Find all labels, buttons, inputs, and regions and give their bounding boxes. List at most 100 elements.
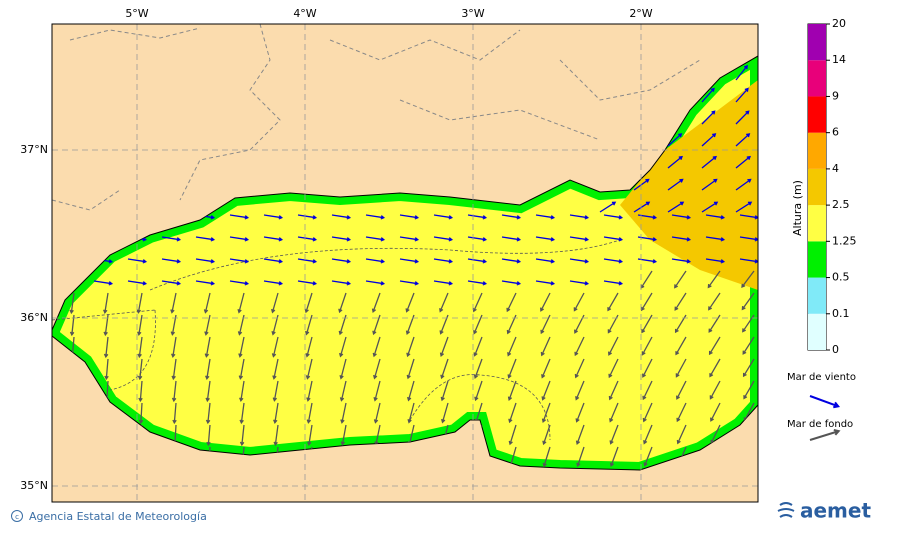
colorbar-label: 2.5	[832, 198, 850, 211]
colorbar-segment	[808, 132, 826, 169]
arrow	[205, 358, 211, 381]
arrow	[674, 292, 687, 311]
legend-label: Mar de fondo	[787, 419, 853, 430]
arrow	[642, 358, 653, 378]
lon-label: 5°W	[125, 7, 148, 20]
swell-area	[620, 80, 758, 290]
arrow	[541, 358, 551, 379]
arrow	[238, 358, 245, 380]
colorbar-label: 0.1	[832, 307, 850, 320]
arrow	[472, 292, 483, 313]
arrow	[642, 380, 653, 401]
arrow	[474, 380, 483, 402]
arrow	[138, 402, 144, 425]
arrow	[340, 402, 347, 424]
arrow	[339, 336, 347, 358]
arrow	[297, 214, 318, 220]
arrow	[433, 280, 454, 286]
arrow	[365, 280, 386, 286]
arrow	[371, 292, 381, 313]
arrow	[372, 336, 381, 358]
arrow	[607, 292, 619, 312]
arrow	[743, 380, 755, 400]
arrow	[69, 292, 75, 315]
arrow	[676, 380, 687, 400]
arrow	[708, 292, 721, 311]
arrow	[671, 214, 692, 220]
arrow	[238, 336, 245, 358]
arrow	[161, 236, 182, 242]
colorbar-segment	[808, 60, 826, 97]
arrow	[701, 178, 718, 191]
coastline	[52, 55, 758, 471]
arrow	[641, 314, 653, 334]
arrow	[741, 292, 755, 311]
arrow	[608, 380, 619, 401]
arrow	[542, 424, 551, 446]
arrow	[508, 424, 517, 446]
arrow	[569, 280, 590, 286]
arrow	[272, 380, 279, 402]
arrow	[399, 214, 420, 220]
colorbar-label: 4	[832, 162, 839, 175]
arrow	[809, 395, 841, 409]
arrow	[365, 214, 386, 220]
arrow	[399, 258, 420, 264]
arrow	[710, 402, 721, 422]
arrow	[573, 292, 585, 312]
arrow	[667, 155, 683, 169]
arrow	[338, 292, 347, 314]
lat-label: 36°N	[20, 311, 48, 324]
arrow	[501, 280, 522, 286]
arrow	[339, 358, 347, 380]
arrow	[709, 358, 721, 378]
arrow	[205, 380, 211, 403]
arrow	[643, 424, 653, 445]
arrow	[204, 314, 211, 336]
arrow	[735, 201, 753, 213]
arrow	[735, 133, 751, 147]
graticule	[52, 24, 758, 502]
arrow	[540, 336, 551, 357]
arrow	[575, 380, 585, 401]
colorbar-label: 0.5	[832, 271, 850, 284]
arrow	[575, 402, 585, 423]
arrow	[263, 236, 284, 242]
arrow	[373, 402, 381, 424]
arrow	[671, 236, 692, 242]
arrow	[603, 280, 624, 286]
arrow	[569, 214, 590, 220]
arrow	[473, 336, 483, 357]
copyright-icon	[11, 510, 23, 522]
arrow	[735, 64, 748, 81]
arrow	[675, 336, 687, 356]
colorbar-segment	[808, 277, 826, 314]
arrow	[575, 424, 585, 445]
arrow	[93, 280, 114, 286]
arrow	[137, 336, 143, 359]
lat-label: 35°N	[20, 479, 48, 492]
credit: Agencia Estatal de Meteorología	[29, 510, 207, 523]
arrow	[297, 236, 318, 242]
arrow	[603, 258, 624, 264]
arrow	[674, 270, 687, 289]
arrow	[667, 133, 683, 147]
arrow	[642, 402, 653, 423]
arrow	[407, 380, 415, 402]
arrow	[195, 236, 216, 242]
logo: aemet	[800, 499, 871, 523]
arrow	[137, 358, 143, 381]
colorbar-label: 0	[832, 343, 839, 356]
arrow	[239, 424, 245, 447]
arrow	[307, 424, 313, 447]
arrow	[467, 236, 488, 242]
arrow	[229, 214, 250, 220]
arrow	[609, 424, 619, 445]
arrow	[104, 358, 109, 381]
arrow	[467, 214, 488, 220]
arrow	[373, 358, 381, 380]
arrow	[541, 380, 551, 401]
arrow	[138, 380, 143, 403]
arrow	[701, 110, 716, 125]
